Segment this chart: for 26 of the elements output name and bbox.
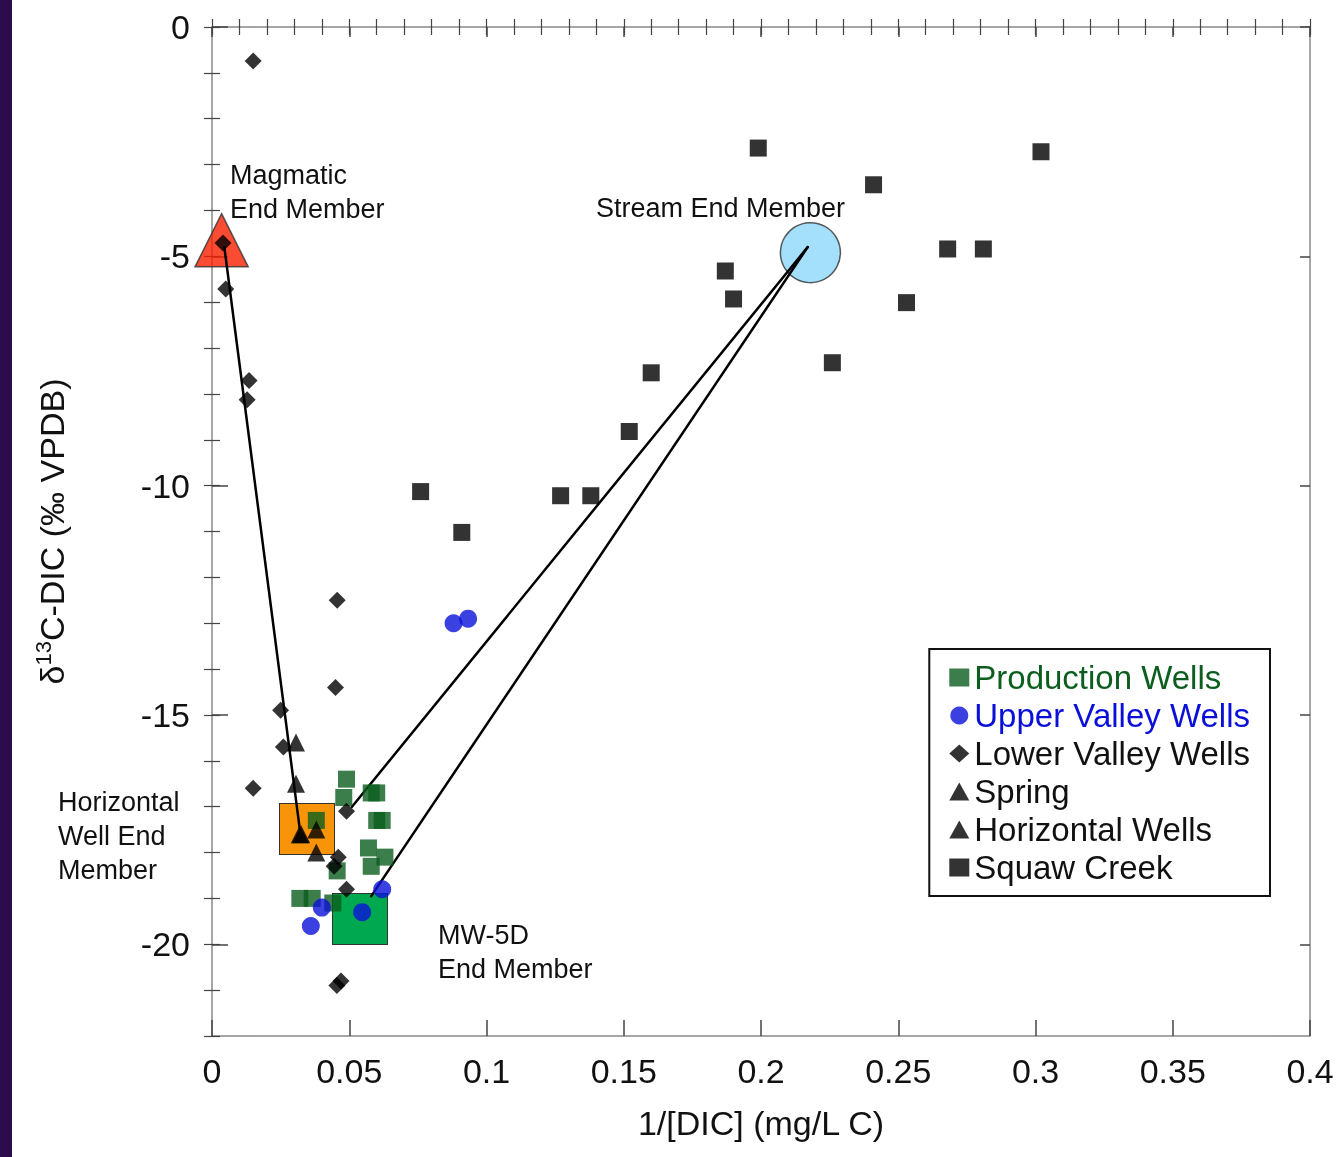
y-tick-label: -15 — [140, 695, 190, 734]
legend-label: Production Wells — [974, 659, 1222, 696]
x-tick-label: 0.15 — [590, 1052, 657, 1090]
y-tick-label: 0 — [171, 8, 190, 46]
y-tick-label: -20 — [140, 925, 190, 964]
x-tick-label: 0.2 — [737, 1052, 785, 1090]
x-axis-title: 1/[DIC] (mg/L C) — [637, 1104, 885, 1142]
x-tick-label: 0.1 — [462, 1052, 511, 1090]
legend-label: Horizontal Wells — [974, 811, 1213, 848]
x-tick-label: 0.35 — [1139, 1052, 1206, 1090]
text: Horizontal Well End Member — [58, 787, 180, 885]
legend-label: Lower Valley Wells — [974, 735, 1250, 772]
legend-label: Squaw Creek — [974, 849, 1173, 886]
annotation: MW-5D End Member — [438, 920, 593, 984]
y-tick-label: -5 — [159, 237, 190, 276]
x-tick-label: 0 — [202, 1052, 222, 1090]
x-tick-label: 0.4 — [1286, 1052, 1334, 1090]
legend-label: Spring — [974, 773, 1070, 810]
x-tick-label: 0.25 — [865, 1052, 932, 1090]
y-axis-title: δ13C-DIC (‰ VPDB) — [30, 378, 71, 685]
x-tick-label: 0.05 — [316, 1052, 383, 1090]
x-tick-label: 0.3 — [1011, 1052, 1060, 1090]
annotation: Magmatic End Member — [230, 160, 385, 224]
y-tick-label: -10 — [140, 466, 190, 505]
legend-label: Upper Valley Wells — [974, 697, 1250, 734]
annotation: Stream End Member — [596, 193, 846, 223]
